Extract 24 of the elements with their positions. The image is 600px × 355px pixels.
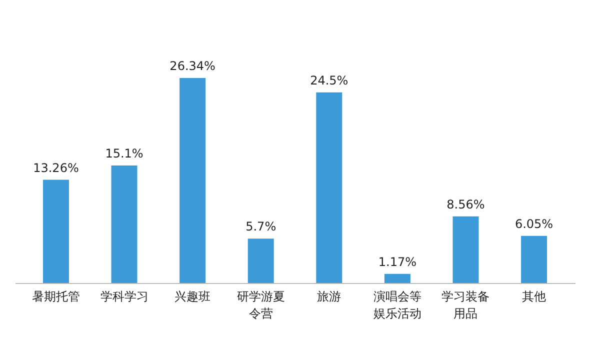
data-label: 13.26% — [33, 160, 79, 175]
x-tick-label: 暑期托管 — [32, 290, 80, 304]
bar — [248, 238, 274, 283]
bar — [180, 78, 206, 283]
data-label: 6.05% — [514, 216, 554, 231]
bar — [111, 165, 138, 283]
x-tick-label: 兴趣班 — [174, 290, 211, 304]
x-tick-label: 旅游 — [317, 290, 342, 304]
data-label: 8.56% — [446, 197, 485, 212]
bar — [452, 216, 479, 283]
bar — [42, 180, 69, 283]
data-label: 26.34% — [170, 59, 216, 73]
x-tick-label: 演唱会等娱乐活动 — [373, 290, 422, 320]
bar — [384, 274, 410, 283]
bar — [316, 92, 342, 283]
x-tick-label: 学习装备用品 — [442, 290, 490, 320]
x-tick-label: 其他 — [522, 290, 546, 304]
data-label: 15.1% — [105, 146, 144, 160]
bar — [521, 236, 548, 283]
data-label: 1.17% — [378, 254, 416, 269]
x-tick-label: 学科学习 — [100, 290, 148, 304]
data-label: 24.5% — [310, 73, 348, 88]
x-tick-label: 研学游夏令营 — [236, 290, 285, 320]
data-label: 5.7% — [246, 220, 276, 234]
